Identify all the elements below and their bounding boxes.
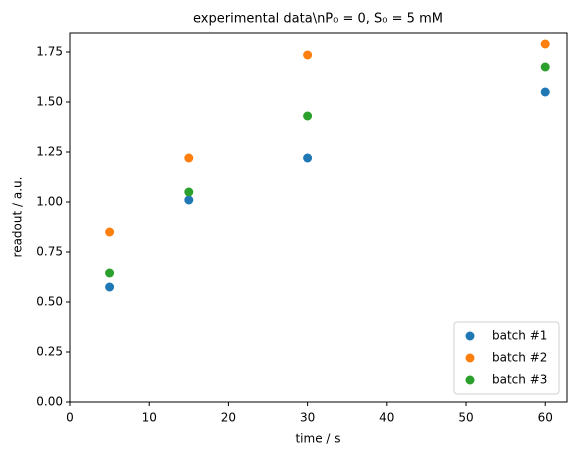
x-tick-label: 50: [458, 411, 473, 425]
plot-frame: [69, 32, 568, 403]
point: [303, 111, 313, 121]
x-tick-label: 20: [221, 411, 236, 425]
x-tick-label: 10: [142, 411, 157, 425]
x-tick-label: 60: [538, 411, 553, 425]
y-tick-label: 0.50: [36, 295, 63, 309]
x-tick-label: 30: [300, 411, 315, 425]
legend-label: batch #2: [492, 351, 547, 365]
point: [303, 50, 313, 60]
legend-label: batch #1: [492, 329, 547, 343]
y-tick-label: 0.75: [36, 245, 63, 259]
point: [105, 282, 115, 292]
point: [540, 39, 550, 49]
legend-marker: [465, 331, 475, 341]
y-tick-label: 0.25: [36, 345, 63, 359]
chart-title: experimental data\nP₀ = 0, S₀ = 5 mM: [193, 12, 443, 27]
point: [184, 153, 194, 163]
point: [540, 62, 550, 72]
y-tick-label: 1.75: [36, 45, 63, 59]
x-axis-label: time / s: [295, 432, 340, 446]
point: [184, 195, 194, 205]
point: [105, 268, 115, 278]
point: [540, 87, 550, 97]
y-tick-label: 1.50: [36, 95, 63, 109]
legend-label: batch #3: [492, 373, 547, 387]
point: [184, 187, 194, 197]
point: [303, 153, 313, 163]
legend-box: [453, 321, 560, 395]
point: [105, 227, 115, 237]
x-tick-label: 0: [66, 411, 74, 425]
x-tick-label: 40: [379, 411, 394, 425]
y-tick-label: 0.00: [36, 395, 63, 409]
y-axis-label: readout / a.u.: [11, 177, 25, 258]
y-tick-label: 1.00: [36, 195, 63, 209]
y-tick-label: 1.25: [36, 145, 63, 159]
legend-marker: [465, 375, 475, 385]
legend-marker: [465, 353, 475, 363]
